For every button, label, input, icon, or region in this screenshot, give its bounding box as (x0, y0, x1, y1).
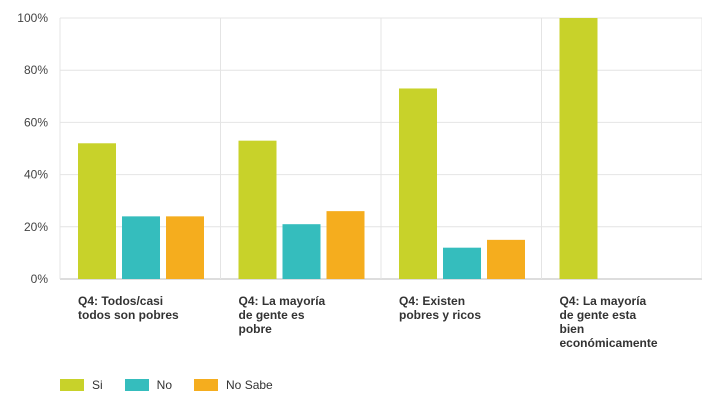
legend: Si No No Sabe (60, 378, 295, 392)
y-tick-label: 40% (24, 168, 48, 182)
legend-label-si: Si (92, 378, 103, 392)
category-label-0: Q4: Todos/casi todos son pobres (78, 294, 218, 322)
legend-swatch-no (124, 379, 149, 391)
y-tick-label: 100% (17, 11, 48, 25)
legend-swatch-no-sabe (194, 379, 219, 391)
legend-item-no: No (124, 378, 173, 392)
legend-label-no-sabe: No Sabe (226, 378, 273, 392)
category-label-line: Q4: Todos/casi (78, 294, 164, 308)
bar-si-0 (78, 143, 116, 279)
category-label-1: Q4: La mayoría de gente es pobre (239, 294, 379, 336)
bar-no-sabe-0 (166, 216, 204, 279)
bar-si-3 (559, 18, 598, 279)
category-label-line: Q4: La mayoría (559, 294, 647, 308)
legend-swatch-si (60, 379, 84, 391)
category-label-line: de gente es (238, 308, 305, 322)
legend-item-si: Si (60, 378, 103, 392)
bar-si-1 (238, 140, 277, 279)
category-label-line: bien (559, 322, 585, 336)
category-label-line: todos son pobres (78, 308, 179, 322)
bar-no-sabe-2 (487, 239, 525, 279)
category-label-line: pobre (238, 322, 272, 336)
bar-no-sabe-1 (326, 211, 365, 279)
category-label-2: Q4: Existen pobres y ricos (399, 294, 539, 322)
y-tick-label: 0% (31, 272, 49, 286)
category-label-line: Q4: Existen (399, 294, 466, 308)
bar-no-2 (443, 247, 481, 279)
category-label-line: económicamente (559, 336, 658, 350)
bars (78, 18, 598, 279)
category-label-line: Q4: La mayoría (238, 294, 326, 308)
y-tick-label: 20% (24, 220, 48, 234)
category-label-3: Q4: La mayoría de gente esta bien económica… (560, 294, 700, 350)
y-axis: 0% 20% 40% 60% 80% 100% (17, 11, 48, 286)
bar-no-0 (122, 216, 160, 279)
bar-no-1 (282, 224, 321, 279)
legend-item-no-sabe: No Sabe (194, 378, 273, 392)
category-label-line: de gente esta (559, 308, 637, 322)
bar-si-2 (399, 88, 437, 279)
y-tick-label: 80% (24, 63, 48, 77)
category-label-line: pobres y ricos (399, 308, 482, 322)
legend-label-no: No (156, 378, 173, 392)
y-tick-label: 60% (24, 115, 48, 129)
